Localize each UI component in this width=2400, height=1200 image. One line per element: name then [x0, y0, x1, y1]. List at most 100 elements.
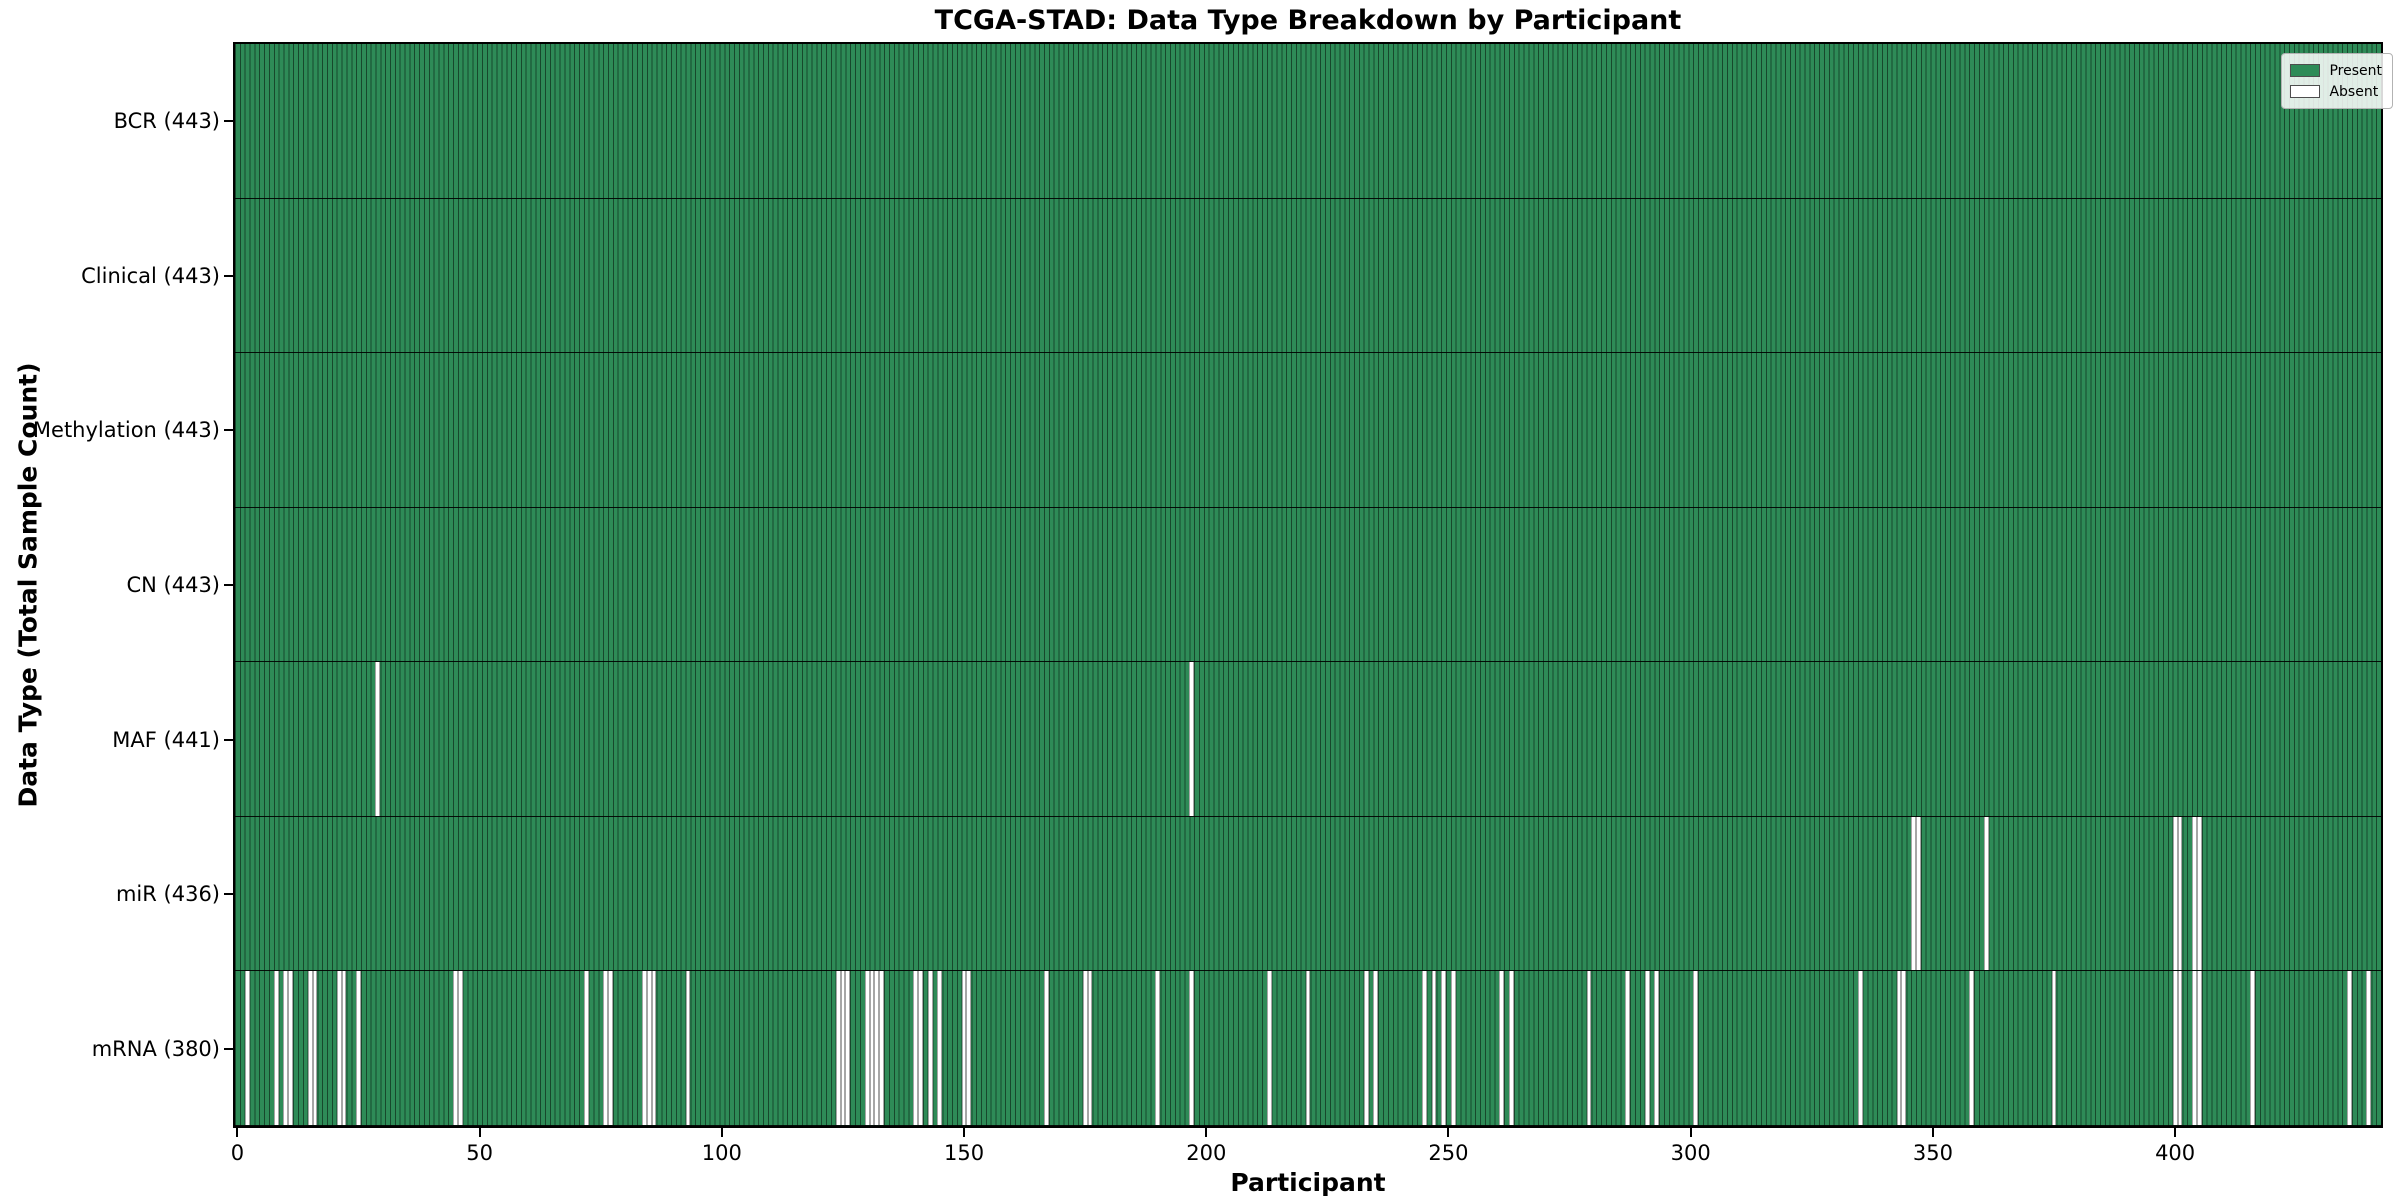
absent-bar — [452, 971, 458, 1126]
absent-bar — [651, 971, 657, 1126]
absent-bar — [1043, 971, 1049, 1126]
absent-bar — [356, 971, 361, 1126]
absent-bar — [845, 971, 851, 1126]
absent-bar — [1586, 971, 1592, 1126]
present-swatch-icon — [2290, 64, 2321, 77]
absent-bar — [961, 971, 967, 1126]
absent-bar — [1857, 971, 1863, 1126]
legend: Present Absent — [2281, 53, 2393, 109]
absent-bar — [2347, 971, 2352, 1126]
y-tick-mark — [224, 584, 233, 586]
absent-bar — [1450, 971, 1456, 1126]
x-tick-mark — [236, 1128, 239, 1137]
x-tick-label-100: 100 — [701, 1141, 742, 1165]
absent-bar — [1896, 971, 1902, 1126]
absent-bar — [1155, 971, 1161, 1126]
absent-bar — [1911, 816, 1916, 971]
absent-bar — [1431, 971, 1437, 1126]
absent-bar — [2196, 816, 2202, 971]
absent-bar — [244, 971, 250, 1126]
y-tick-label-miR: miR (436) — [115, 882, 220, 907]
legend-entry-present: Present — [2290, 60, 2382, 81]
absent-bar — [273, 971, 279, 1126]
absent-bar — [646, 971, 652, 1126]
absent-bar — [1266, 971, 1272, 1126]
absent-bar — [1082, 971, 1088, 1126]
x-tick-label-150: 150 — [944, 1141, 985, 1165]
x-tick-label-50: 50 — [466, 1141, 493, 1165]
x-tick-mark — [1205, 1128, 1208, 1137]
x-tick-mark — [1931, 1128, 1934, 1137]
absent-bar — [1654, 971, 1660, 1126]
y-tick-mark — [224, 429, 233, 432]
x-tick-label-200: 200 — [1186, 1141, 1227, 1165]
y-tick-mark — [224, 893, 233, 896]
y-tick-label-Methylation: Methylation (443) — [32, 418, 220, 443]
absent-bar — [2192, 971, 2197, 1126]
absent-bar — [603, 971, 608, 1126]
presence-row-Clinical — [235, 198, 2381, 354]
absent-bar — [918, 971, 923, 1126]
plot-area: Present Absent — [233, 42, 2393, 1128]
absent-bar — [1363, 971, 1369, 1126]
absent-bar — [2172, 971, 2178, 1126]
absent-bar — [312, 971, 318, 1126]
absent-bar — [1421, 971, 1427, 1126]
absent-bar — [2177, 971, 2183, 1126]
x-tick-label-0: 0 — [230, 1141, 245, 1165]
x-tick-label-350: 350 — [1912, 1141, 1953, 1165]
x-tick-mark — [1447, 1128, 1450, 1137]
absent-bar — [1189, 971, 1195, 1126]
x-tick-label-250: 250 — [1428, 1141, 1469, 1165]
absent-bar — [1625, 971, 1631, 1126]
y-tick-mark — [224, 120, 233, 123]
legend-label-present: Present — [2329, 62, 2382, 79]
absent-bar — [840, 971, 846, 1126]
x-tick-mark — [1689, 1128, 1692, 1137]
y-tick-label-CN: CN (443) — [126, 573, 220, 597]
presence-row-Methylation — [235, 353, 2381, 508]
absent-bar — [927, 971, 933, 1126]
absent-bar — [641, 971, 647, 1126]
absent-bar — [1915, 816, 1921, 971]
x-tick-mark — [720, 1128, 723, 1137]
absent-bar — [1983, 816, 1989, 971]
y-tick-mark — [224, 1047, 233, 1050]
absent-swatch-icon — [2290, 85, 2321, 98]
absent-bar — [341, 971, 347, 1126]
absent-bar — [307, 971, 313, 1126]
absent-bar — [457, 971, 463, 1126]
absent-bar — [2172, 816, 2178, 971]
absent-bar — [1509, 971, 1514, 1126]
presence-row-BCR — [235, 44, 2381, 199]
absent-bar — [1441, 971, 1447, 1126]
absent-bar — [2196, 971, 2202, 1126]
x-tick-mark — [2174, 1128, 2177, 1137]
y-tick-label-mRNA: mRNA (380) — [91, 1036, 220, 1061]
absent-bar — [2051, 971, 2057, 1126]
x-tick-label-400: 400 — [2155, 1141, 2196, 1165]
y-tick-mark — [224, 274, 233, 277]
absent-bar — [336, 971, 342, 1126]
presence-row-MAF — [235, 662, 2381, 817]
presence-row-miR — [235, 816, 2381, 972]
absent-bar — [937, 971, 943, 1126]
x-tick-mark — [478, 1128, 481, 1137]
x-axis-title: Participant — [1230, 1168, 1386, 1197]
absent-bar — [835, 971, 841, 1126]
absent-bar — [283, 971, 289, 1126]
legend-entry-absent: Absent — [2290, 81, 2382, 102]
absent-bar — [2250, 971, 2256, 1126]
x-tick-mark — [963, 1128, 966, 1137]
absent-bar — [1901, 971, 1907, 1126]
absent-bar — [685, 971, 691, 1126]
absent-bar — [1644, 971, 1650, 1126]
absent-bar — [874, 971, 880, 1126]
chart-title: TCGA-STAD: Data Type Breakdown by Partic… — [934, 5, 1682, 36]
absent-bar — [288, 971, 294, 1126]
y-tick-label-BCR: BCR (443) — [113, 109, 220, 134]
x-tick-label-300: 300 — [1670, 1141, 1711, 1165]
absent-bar — [1969, 971, 1975, 1126]
absent-bar — [2366, 971, 2372, 1126]
